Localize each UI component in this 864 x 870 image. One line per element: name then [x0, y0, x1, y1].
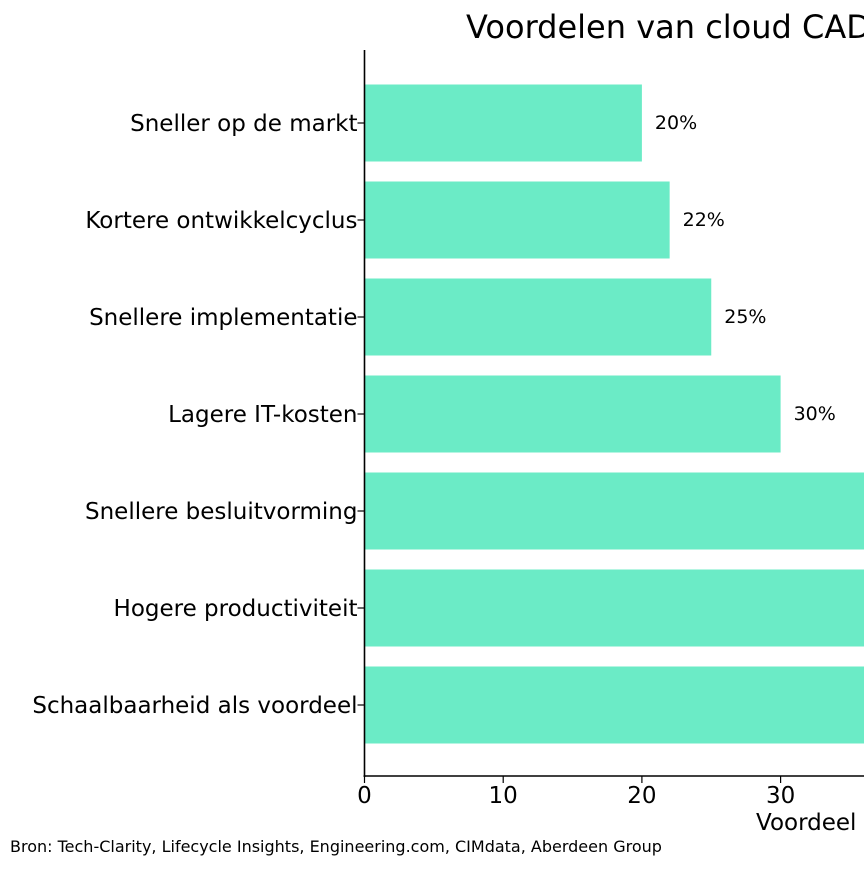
- source-note: Bron: Tech-Clarity, Lifecycle Insights, …: [10, 837, 662, 856]
- bar-6: [364, 569, 864, 647]
- bar-2: [364, 181, 670, 259]
- x-tick-label-4: 30: [766, 783, 795, 809]
- bar-4: [364, 375, 781, 453]
- bar-3: [364, 278, 712, 356]
- chart-title: Voordelen van cloud CAD: [466, 8, 864, 46]
- x-tick-label-2: 10: [489, 783, 518, 809]
- y-tick-label-4: Lagere IT-kosten: [168, 402, 357, 428]
- bar-7: [364, 666, 864, 744]
- x-axis-label: Voordeel: [756, 810, 857, 836]
- bar-1: [364, 84, 642, 162]
- y-tick-label-3: Snellere implementatie: [89, 305, 357, 331]
- data-label-1: 20%: [655, 112, 697, 134]
- y-tick-label-5: Snellere besluitvorming: [85, 499, 358, 525]
- y-tick-label-7: Schaalbaarheid als voordeel: [32, 693, 357, 719]
- x-tick-label-3: 20: [627, 783, 656, 809]
- bar-5: [364, 472, 864, 550]
- data-label-2: 22%: [683, 209, 725, 231]
- y-tick-label-1: Sneller op de markt: [130, 111, 357, 137]
- y-tick-label-6: Hogere productiviteit: [114, 596, 358, 622]
- data-label-3: 25%: [724, 306, 766, 328]
- x-tick-label-1: 0: [357, 783, 372, 809]
- y-tick-label-2: Kortere ontwikkelcyclus: [85, 208, 357, 234]
- data-label-4: 30%: [794, 403, 836, 425]
